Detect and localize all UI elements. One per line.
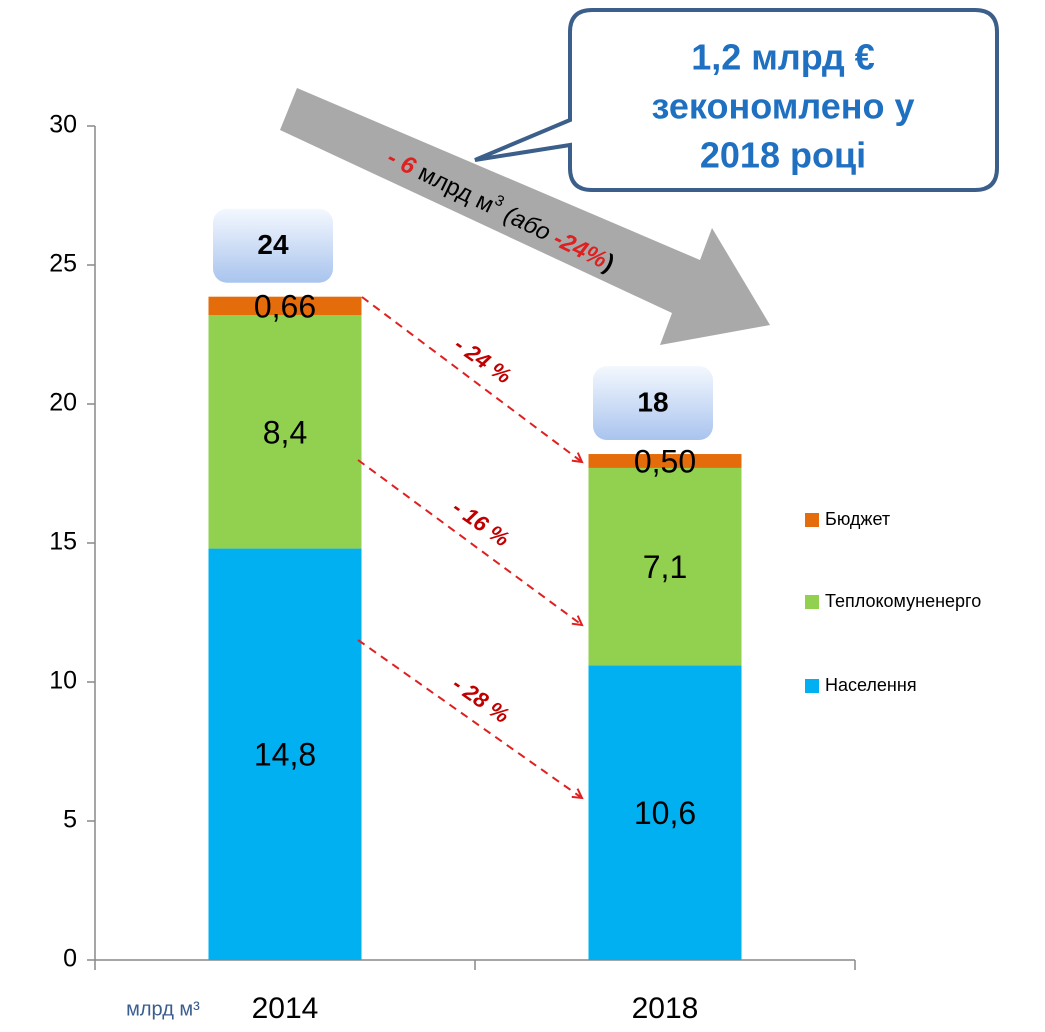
trend-arrow <box>280 88 770 345</box>
reduction-label: - 24 % <box>450 332 516 389</box>
y-tick-label: 15 <box>49 528 77 556</box>
legend-swatch <box>805 595 819 609</box>
bar-segment <box>588 454 742 468</box>
value-label: 7,1 <box>643 549 687 585</box>
total-label: 18 <box>637 386 668 417</box>
y-tick-label: 30 <box>49 111 77 139</box>
legend-label: Населення <box>825 675 917 695</box>
unit-label: млрд м³ <box>126 998 200 1020</box>
total-label: 24 <box>257 229 289 260</box>
value-label: 8,4 <box>263 414 307 450</box>
bar-segment <box>588 665 742 960</box>
value-label: 0,50 <box>634 443 696 479</box>
legend-swatch <box>805 513 819 527</box>
bar-segment <box>588 467 742 666</box>
reduction-arrow <box>361 296 582 462</box>
callout-line: 2018 році <box>700 135 866 176</box>
y-tick-label: 0 <box>63 945 77 973</box>
value-label: 0,66 <box>254 288 316 324</box>
reduction-arrow <box>357 639 582 798</box>
x-tick-label: 2018 <box>632 992 699 1025</box>
bar-segment <box>208 548 362 960</box>
callout-line: 1,2 млрд € <box>691 37 875 78</box>
y-tick-label: 5 <box>63 806 77 834</box>
bar-segment <box>208 315 362 549</box>
x-tick-label: 2014 <box>252 992 319 1025</box>
value-label: 10,6 <box>634 795 696 831</box>
callout-line: зекономлено у <box>651 86 914 127</box>
reduction-label: - 16 % <box>448 495 514 552</box>
legend-swatch <box>805 679 819 693</box>
legend-label: Теплокомуненерго <box>825 591 981 611</box>
total-box <box>593 366 713 441</box>
total-box <box>213 208 333 283</box>
y-tick-label: 20 <box>49 389 77 417</box>
y-tick-label: 25 <box>49 250 77 278</box>
legend-label: Бюджет <box>825 509 890 529</box>
value-label: 14,8 <box>254 737 316 773</box>
reduction-label: - 28 % <box>448 671 514 728</box>
bar-segment <box>208 296 362 316</box>
callout-text: 1,2 млрд € зекономлено у 2018 році <box>651 37 914 176</box>
callout-box <box>474 8 999 192</box>
y-tick-label: 10 <box>49 667 77 695</box>
reduction-arrow <box>357 459 582 625</box>
